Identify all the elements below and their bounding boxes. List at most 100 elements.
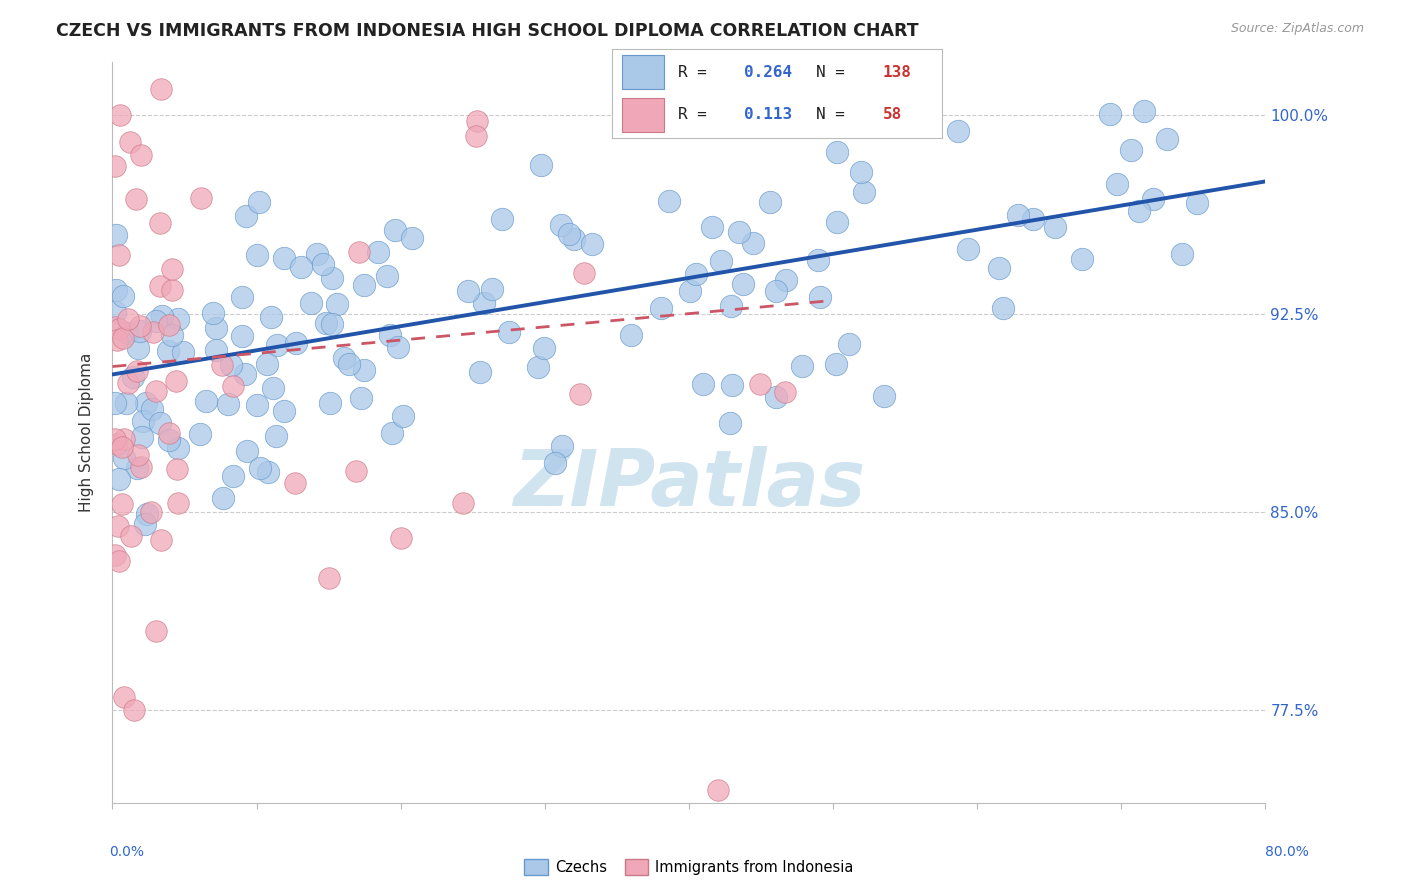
Point: [305, 246, 328, 260]
Text: CZECH VS IMMIGRANTS FROM INDONESIA HIGH SCHOOL DIPLOMA CORRELATION CHART: CZECH VS IMMIGRANTS FROM INDONESIA HIGH …: [56, 22, 920, 40]
Point: [315, 317, 337, 331]
Point: [114, 432, 136, 446]
Point: [808, 290, 831, 304]
Point: [111, 497, 134, 511]
Point: [685, 267, 707, 281]
Text: R =: R =: [678, 107, 716, 121]
Point: [290, 260, 312, 274]
Point: [107, 322, 129, 336]
Point: [260, 310, 283, 325]
Text: N =: N =: [817, 65, 855, 79]
Point: [378, 328, 401, 343]
Point: [111, 441, 134, 455]
Point: [401, 231, 423, 245]
Point: [465, 114, 488, 128]
Text: N =: N =: [817, 107, 855, 121]
Text: 0.113: 0.113: [744, 107, 792, 121]
Point: [1128, 204, 1150, 219]
Point: [162, 327, 184, 342]
Point: [481, 282, 503, 296]
Point: [709, 102, 731, 116]
Point: [217, 397, 239, 411]
Point: [702, 220, 724, 235]
Point: [264, 429, 287, 443]
Point: [353, 278, 375, 293]
Point: [544, 456, 567, 470]
Point: [1007, 208, 1029, 222]
Point: [150, 309, 173, 323]
Point: [721, 378, 744, 392]
Point: [107, 472, 129, 486]
Point: [347, 245, 370, 260]
Point: [825, 145, 848, 159]
Point: [129, 459, 152, 474]
Point: [149, 416, 172, 430]
Point: [765, 284, 787, 298]
Point: [572, 266, 595, 280]
Point: [157, 425, 180, 440]
Point: [104, 283, 127, 297]
Point: [235, 209, 257, 223]
Point: [127, 448, 149, 462]
Point: [150, 533, 173, 548]
Point: [118, 135, 141, 149]
Point: [692, 377, 714, 392]
Point: [707, 782, 730, 797]
Point: [205, 321, 228, 335]
Point: [115, 326, 138, 341]
Point: [129, 318, 152, 333]
Point: [122, 703, 145, 717]
Point: [650, 301, 672, 315]
Point: [384, 223, 406, 237]
Point: [581, 236, 603, 251]
Point: [381, 425, 404, 440]
Point: [318, 395, 340, 409]
Point: [991, 301, 1014, 315]
Point: [491, 211, 513, 226]
Legend: Czechs, Immigrants from Indonesia: Czechs, Immigrants from Indonesia: [519, 853, 859, 880]
Point: [188, 426, 211, 441]
Text: ZIPatlas: ZIPatlas: [513, 446, 865, 523]
Point: [221, 469, 243, 483]
Point: [104, 305, 127, 319]
Point: [321, 317, 343, 331]
Point: [165, 375, 187, 389]
Point: [221, 358, 243, 372]
Point: [299, 296, 322, 310]
Point: [474, 296, 496, 310]
Point: [956, 242, 979, 256]
Point: [353, 363, 375, 377]
Point: [117, 311, 139, 326]
Point: [107, 554, 129, 568]
Point: [318, 571, 340, 585]
Point: [1105, 177, 1128, 191]
Point: [273, 251, 295, 265]
Text: Source: ZipAtlas.com: Source: ZipAtlas.com: [1230, 22, 1364, 36]
Point: [104, 432, 127, 446]
Point: [211, 358, 233, 372]
Point: [145, 624, 167, 638]
Point: [167, 311, 190, 326]
Point: [104, 395, 127, 409]
Point: [852, 185, 875, 199]
Point: [235, 367, 257, 381]
Point: [111, 289, 134, 303]
Point: [231, 329, 253, 343]
Text: 58: 58: [883, 107, 901, 121]
Point: [527, 360, 550, 375]
Point: [284, 476, 307, 491]
Point: [222, 379, 245, 393]
Point: [194, 393, 217, 408]
Point: [141, 402, 163, 417]
Point: [389, 532, 412, 546]
Point: [530, 158, 553, 172]
Point: [131, 414, 153, 428]
Point: [775, 385, 797, 400]
Point: [775, 273, 797, 287]
Point: [249, 461, 271, 475]
Point: [731, 277, 754, 292]
Point: [533, 341, 555, 355]
Point: [190, 191, 212, 205]
Point: [145, 384, 167, 399]
Point: [333, 351, 356, 365]
